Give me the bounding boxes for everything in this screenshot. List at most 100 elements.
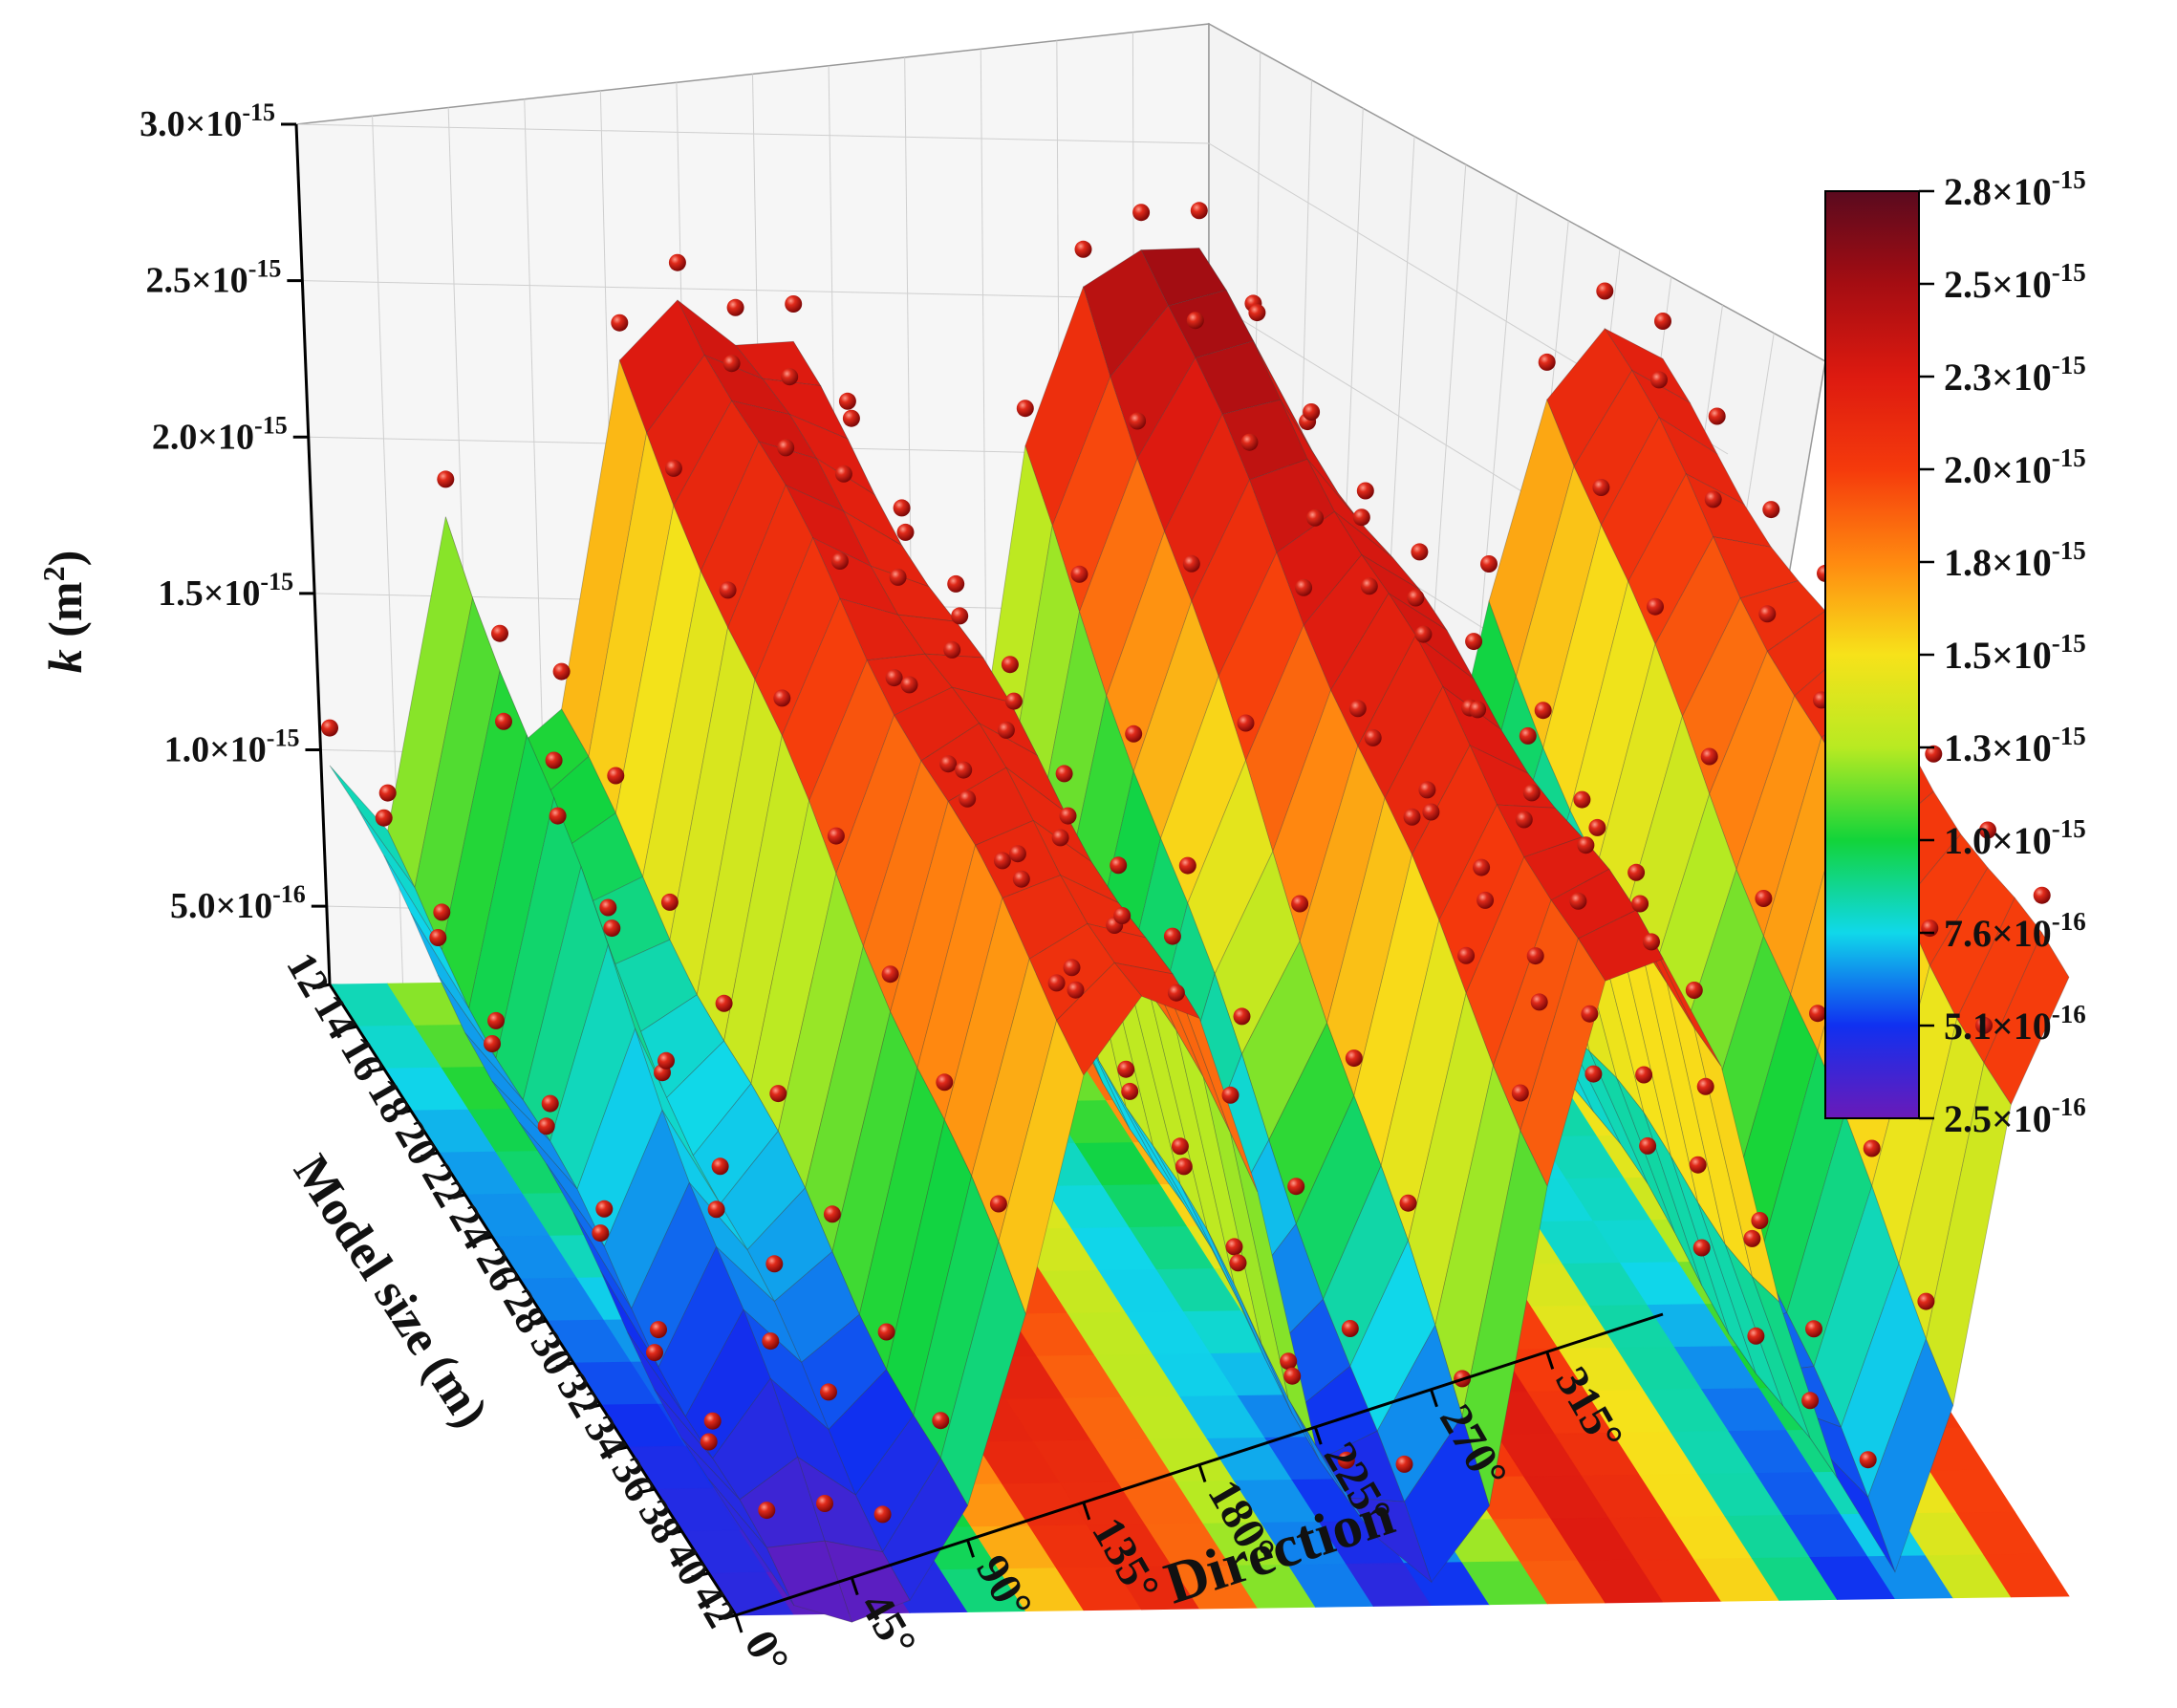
scatter-point	[664, 459, 682, 477]
scatter-point	[827, 827, 845, 845]
scatter-point	[1110, 856, 1128, 875]
scatter-point	[1074, 240, 1092, 258]
scatter-point	[1704, 490, 1722, 508]
scatter-point	[592, 1224, 610, 1243]
scatter-point	[611, 313, 629, 332]
scatter-point	[900, 676, 918, 694]
y-tick-mark	[636, 1487, 656, 1495]
scatter-point	[1004, 692, 1023, 710]
z-tick-label: 3.0×10-15	[140, 98, 275, 144]
scatter-point	[1016, 400, 1034, 418]
scatter-point	[491, 624, 508, 642]
scatter-point	[707, 1200, 725, 1219]
scatter-point	[1403, 808, 1421, 826]
scatter-point	[549, 807, 567, 825]
scatter-point	[1399, 1194, 1417, 1212]
scatter-points	[321, 202, 2051, 1524]
scatter-point	[947, 574, 965, 593]
y-tick-mark	[691, 1571, 709, 1579]
scatter-point	[943, 640, 961, 659]
scatter-point	[1465, 633, 1483, 651]
scatter-point	[1132, 204, 1151, 222]
scatter-point	[1229, 1254, 1247, 1272]
scatter-point	[1801, 1392, 1820, 1410]
z-tick-label: 1.0×10-15	[164, 724, 300, 770]
scatter-point	[893, 499, 911, 517]
scatter-point	[1411, 543, 1429, 561]
scatter-point	[1117, 1060, 1135, 1078]
scatter-point	[660, 893, 679, 911]
scatter-point	[781, 368, 799, 386]
scatter-point	[1627, 863, 1646, 881]
scatter-point	[1070, 565, 1088, 583]
scatter-point	[1237, 714, 1255, 732]
scatter-point	[773, 689, 791, 707]
scatter-point	[711, 1157, 729, 1176]
scatter-point	[1762, 501, 1780, 519]
y-tick-mark	[393, 1109, 412, 1116]
scatter-point	[955, 761, 973, 779]
scatter-point	[722, 355, 741, 373]
scatter-point	[989, 1195, 1007, 1213]
scatter-point	[896, 523, 915, 541]
scatter-point	[1755, 890, 1773, 907]
surface-cell	[1752, 1275, 1838, 1479]
colorbar-label: 1.0×10-15	[1944, 814, 2086, 862]
y-tick-mark	[366, 1067, 384, 1074]
scatter-point	[657, 1051, 675, 1070]
colorbar-label: 2.0×10-15	[1944, 443, 2086, 491]
x-tick-mark	[1545, 1351, 1555, 1370]
scatter-point	[1639, 1136, 1657, 1155]
x-tick-mark	[734, 1614, 744, 1633]
scatter-point	[603, 919, 621, 938]
scatter-point	[769, 1085, 787, 1103]
scatter-point	[646, 1344, 663, 1362]
surface-cell	[1577, 909, 1664, 982]
floor-cell	[1983, 1553, 2070, 1598]
scatter-point	[932, 1412, 950, 1430]
scatter-point	[321, 719, 338, 737]
scatter-point	[1063, 959, 1081, 977]
scatter-point	[1631, 895, 1649, 913]
y-tick-mark	[610, 1445, 628, 1453]
scatter-point	[816, 1495, 833, 1512]
scatter-point	[830, 552, 849, 570]
scatter-point	[1809, 1005, 1826, 1023]
scatter-point	[1588, 818, 1606, 836]
scatter-point	[936, 1073, 954, 1092]
y-tick-mark	[312, 983, 331, 990]
scatter-point	[959, 789, 977, 808]
scatter-point	[1743, 1229, 1761, 1247]
scatter-point	[1303, 403, 1321, 421]
colorbar: 2.8×10-15 2.5×10-15 2.3×10-15 2.0×10-15 1.8×…	[1824, 165, 2086, 1140]
scatter-point	[545, 751, 563, 769]
scatter-point	[1921, 919, 1939, 938]
colorbar-gradient	[1824, 190, 1920, 1119]
colorbar-label: 2.5×10-16	[1944, 1092, 2086, 1140]
scatter-point	[1182, 554, 1200, 573]
scatter-point	[1473, 858, 1491, 876]
scatter-point	[437, 470, 455, 488]
scatter-point	[823, 1205, 841, 1223]
scatter-point	[1221, 1086, 1239, 1104]
scatter-point	[378, 784, 397, 802]
scatter-point	[820, 1383, 837, 1401]
scatter-point	[1125, 724, 1143, 743]
scatter-point	[1581, 1005, 1599, 1023]
scatter-point	[1233, 1007, 1251, 1026]
scatter-point	[1700, 747, 1718, 766]
scatter-point	[1751, 1212, 1769, 1229]
scatter-point	[1341, 1320, 1359, 1337]
scatter-point	[668, 253, 686, 271]
scatter-point	[758, 1502, 776, 1520]
colorbar-label: 7.6×10-16	[1944, 907, 2086, 955]
scatter-point	[1291, 895, 1309, 913]
scatter-point	[838, 392, 856, 410]
scatter-point	[1925, 745, 1943, 763]
scatter-point	[834, 465, 852, 483]
scatter-point	[1337, 1451, 1355, 1469]
scatter-point	[1689, 1156, 1707, 1174]
y-tick-mark	[718, 1613, 737, 1621]
scatter-point	[1917, 1292, 1935, 1310]
z-axis-title: k (m2)	[36, 551, 92, 673]
